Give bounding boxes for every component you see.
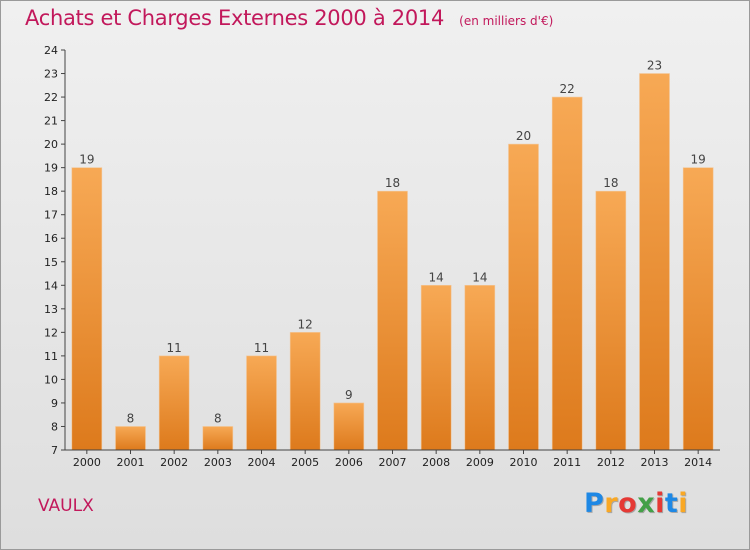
title-unit: (en milliers d'€) [459, 14, 554, 28]
logo-letter: i [678, 488, 689, 519]
bar [115, 426, 146, 451]
bar-value-label: 14 [472, 270, 487, 284]
bar-value-label: 12 [298, 317, 313, 331]
x-tick-label: 2008 [422, 456, 450, 469]
title-text: Achats et Charges Externes 2000 à 2014 [25, 6, 445, 30]
x-tick-label: 2003 [204, 456, 232, 469]
x-tick-label: 2000 [73, 456, 101, 469]
y-tick-label: 10 [44, 373, 58, 386]
bar-value-label: 22 [560, 82, 575, 96]
x-tick-label: 2009 [466, 456, 494, 469]
y-tick-label: 20 [44, 138, 58, 151]
y-tick-label: 13 [44, 303, 58, 316]
bar [551, 96, 583, 451]
y-tick-label: 17 [44, 209, 58, 222]
bar-value-label: 8 [127, 411, 135, 425]
bar-value-label: 18 [385, 176, 400, 190]
x-tick-label: 2004 [248, 456, 276, 469]
bar [289, 332, 321, 451]
bar [639, 73, 670, 451]
y-tick-label: 7 [51, 444, 58, 457]
bar-value-label: 11 [254, 341, 269, 355]
y-tick-label: 12 [44, 326, 58, 339]
bar [202, 426, 234, 451]
bar [595, 190, 627, 451]
bar-value-label: 11 [167, 341, 182, 355]
bar [333, 402, 365, 451]
bar [420, 284, 452, 451]
x-tick-label: 2005 [291, 456, 319, 469]
y-tick-label: 18 [44, 185, 58, 198]
bar [464, 284, 496, 451]
bar [246, 355, 277, 451]
x-tick-label: 2012 [597, 456, 625, 469]
bar-value-label: 9 [345, 388, 353, 402]
bar-value-label: 23 [647, 59, 662, 73]
y-tick-label: 9 [51, 397, 58, 410]
x-tick-label: 2006 [335, 456, 363, 469]
x-tick-label: 2011 [553, 456, 581, 469]
y-tick-label: 8 [51, 420, 58, 433]
x-tick-label: 2013 [641, 456, 669, 469]
logo-letter: r [604, 488, 619, 519]
bar-value-label: 14 [429, 270, 444, 284]
x-tick-label: 2001 [117, 456, 145, 469]
bar [508, 143, 539, 451]
bars-group: 19 8 11 8 11 12 9 18 14 14 20 22 18 23 19 [71, 59, 714, 451]
logo-letter: t [664, 488, 679, 519]
bar-value-label: 8 [214, 411, 222, 425]
bar [377, 190, 408, 451]
bar-value-label: 19 [79, 153, 94, 167]
y-tick-label: 11 [44, 350, 58, 363]
y-tick-label: 24 [44, 44, 58, 57]
bar-value-label: 18 [603, 176, 618, 190]
y-tick-label: 19 [44, 162, 58, 175]
x-tick-label: 2014 [684, 456, 712, 469]
x-tick-label: 2010 [510, 456, 538, 469]
logo-letter: P [584, 488, 605, 519]
bar [682, 167, 714, 451]
axes-group: 7 8 9 10 11 12 13 14 15 16 17 18 19 20 21 22 23 24 2000 200… [44, 44, 720, 469]
x-tick-label: 2002 [160, 456, 188, 469]
bar-value-label: 19 [691, 153, 706, 167]
logo-letter: o [618, 488, 638, 519]
bar-value-label: 20 [516, 129, 531, 143]
logo-letter: i [655, 488, 665, 519]
proxiti-logo: Proxiti [584, 488, 688, 519]
y-tick-label: 16 [44, 232, 58, 245]
y-tick-label: 15 [44, 256, 58, 269]
commune-name: VAULX [38, 496, 94, 516]
bar [158, 355, 190, 451]
chart-title: Achats et Charges Externes 2000 à 2014 (… [25, 6, 553, 30]
logo-letter: x [637, 488, 656, 519]
bar [71, 167, 103, 451]
y-tick-label: 14 [44, 279, 58, 292]
y-tick-label: 21 [44, 115, 58, 128]
x-tick-label: 2007 [379, 456, 407, 469]
y-tick-label: 22 [44, 91, 58, 104]
y-tick-label: 23 [44, 68, 58, 81]
